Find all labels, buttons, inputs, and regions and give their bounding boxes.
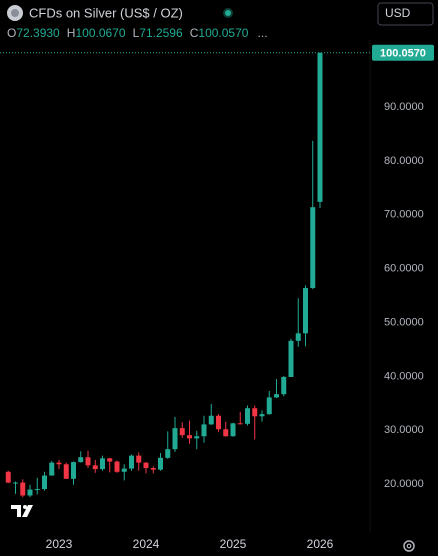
candle-body (158, 457, 163, 470)
candle-body (317, 52, 323, 202)
candle-body (216, 415, 221, 430)
y-tick-label: 90.0000 (384, 101, 424, 113)
candle-body (172, 428, 178, 450)
candle-body (281, 376, 287, 395)
settings-icon[interactable] (403, 540, 415, 552)
candle-body (245, 408, 250, 424)
candle-body (303, 288, 308, 334)
candle-body (27, 489, 33, 496)
currency-label[interactable]: USD (385, 6, 411, 20)
candle-body (129, 455, 134, 469)
last-price-label: 100.0570 (380, 48, 426, 60)
candle-body (63, 464, 69, 479)
candle-body (114, 461, 120, 472)
candle-body (34, 489, 40, 491)
ohlc-value: 72.3930 (16, 26, 60, 40)
x-tick-label: 2023 (46, 537, 73, 551)
ohlc-key: L (133, 26, 140, 40)
more-button[interactable]: ... (258, 26, 268, 40)
y-tick-label: 30.0000 (384, 424, 424, 436)
logo-part (11, 505, 21, 517)
ohlc-value: 100.0670 (75, 26, 125, 40)
candle-body (223, 429, 229, 437)
candle-body (266, 397, 272, 415)
symbol-icon-inner (11, 9, 19, 17)
logo-part (22, 505, 33, 517)
candle-body (49, 462, 55, 476)
candle-body (92, 465, 98, 470)
candle-body (274, 394, 279, 398)
candle-body (310, 207, 316, 289)
candle-body (56, 462, 62, 465)
candle-body (252, 408, 258, 417)
candle-body (20, 482, 26, 496)
candle-body (259, 414, 265, 417)
x-tick-label: 2025 (220, 537, 247, 551)
candle-body (13, 482, 18, 484)
ohlc-key: O (7, 26, 16, 40)
candle-body (121, 468, 127, 472)
ohlc-key: H (67, 26, 76, 40)
candle-body (71, 462, 76, 479)
candle-body (230, 423, 236, 437)
candle-body (288, 340, 294, 377)
candle-body (136, 455, 142, 463)
candle-body (42, 475, 47, 490)
tv-logo (11, 505, 33, 517)
y-tick-label: 80.0000 (384, 155, 424, 167)
gear-center[interactable] (406, 543, 412, 549)
candle-body (143, 462, 149, 469)
candle-body (201, 424, 207, 437)
candle-body (194, 436, 200, 439)
y-tick-label: 60.0000 (384, 263, 424, 275)
ohlc-value: 100.0570 (198, 26, 248, 40)
ohlc-key: C (190, 26, 199, 40)
candle-body (179, 428, 185, 436)
ohlc-line: O72.3930 H100.0670 L71.2596 C100.0570 ..… (7, 26, 268, 40)
logo-part (23, 505, 27, 509)
x-tick-label: 2026 (307, 537, 334, 551)
candle-body (100, 458, 105, 470)
candle-body (187, 435, 192, 439)
candle-body (208, 415, 214, 425)
candle-body (165, 449, 171, 458)
x-tick-label: 2024 (133, 537, 160, 551)
candle-body (295, 333, 301, 341)
y-tick-label: 70.0000 (384, 209, 424, 221)
ohlc-value: 71.2596 (139, 26, 183, 40)
y-tick-label: 20.0000 (384, 478, 424, 490)
candle-body (150, 468, 156, 470)
last-price-tag (372, 44, 434, 61)
candle-body (85, 457, 91, 466)
currency-button[interactable] (377, 2, 434, 26)
y-tick-label: 40.0000 (384, 370, 424, 382)
gear[interactable] (403, 540, 415, 552)
candle-body (107, 458, 113, 462)
candle-body (237, 423, 243, 425)
y-tick-label: 50.0000 (384, 316, 424, 328)
candle-body (78, 457, 84, 463)
symbol-title[interactable]: CFDs on Silver (US$ / OZ) (29, 5, 183, 20)
candle-body (5, 471, 11, 483)
status-dot (225, 10, 231, 16)
